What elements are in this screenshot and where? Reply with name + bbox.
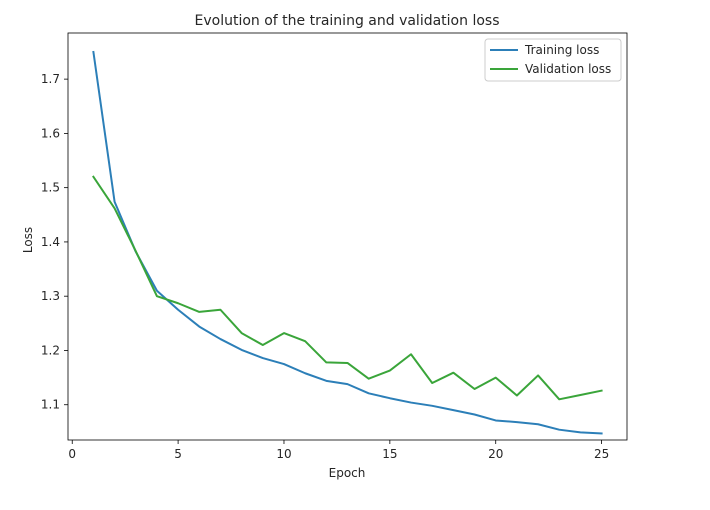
y-tick-label: 1.1 (41, 398, 60, 412)
series-line-0 (92, 50, 603, 435)
plot-frame (67, 32, 628, 441)
y-axis-title: Loss (21, 227, 35, 253)
chart-legend: Training loss Validation loss (484, 38, 622, 82)
x-tick-label: 0 (68, 447, 76, 461)
chart-title: Evolution of the training and validation… (195, 13, 500, 29)
y-tick-label: 1.2 (41, 343, 60, 357)
x-tick-label: 15 (382, 447, 397, 461)
x-axis-ticks: 0 5 10 15 20 25 (68, 440, 609, 461)
legend-label: Training loss (524, 43, 599, 57)
y-tick-label: 1.7 (41, 72, 60, 86)
x-tick-label: 25 (594, 447, 609, 461)
x-tick-label: 10 (276, 447, 291, 461)
x-axis-title: Epoch (329, 466, 366, 480)
y-tick-label: 1.4 (41, 235, 60, 249)
y-tick-label: 1.6 (41, 126, 60, 140)
legend-label: Validation loss (525, 62, 611, 76)
series-line-1 (92, 175, 603, 401)
legend-box (484, 38, 622, 82)
y-axis-ticks: 1.1 1.2 1.3 1.4 1.5 1.6 1.7 (41, 72, 68, 412)
x-tick-label: 20 (488, 447, 503, 461)
y-tick-label: 1.5 (41, 181, 60, 195)
plot-lines (92, 50, 603, 435)
y-tick-label: 1.3 (41, 289, 60, 303)
x-tick-label: 5 (174, 447, 182, 461)
